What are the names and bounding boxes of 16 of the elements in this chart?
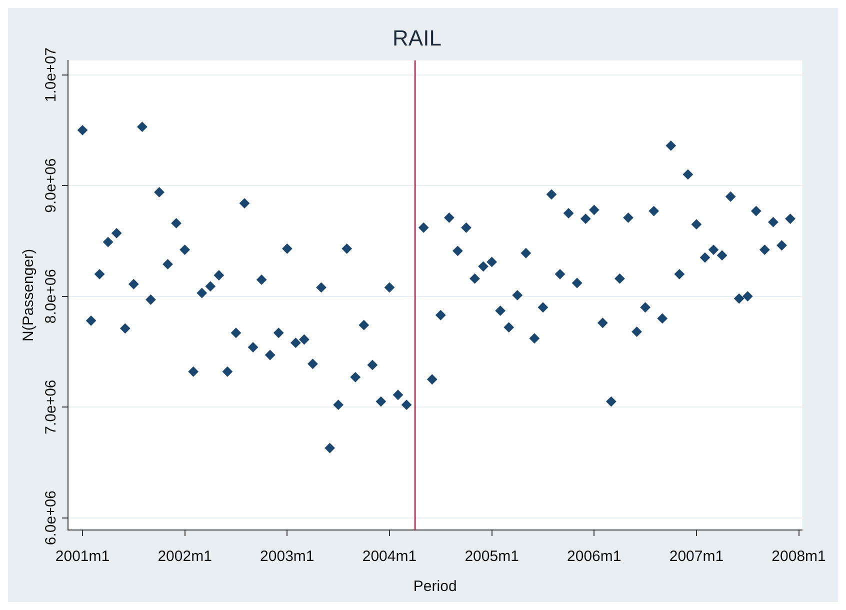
y-tick-label: 7.0e+06 (42, 380, 60, 434)
y-axis-title: N(Passenger) (20, 248, 38, 342)
x-tick-label: 2001m1 (55, 548, 110, 566)
x-tick-label: 2004m1 (362, 548, 417, 566)
x-tick-label: 2008m1 (772, 548, 826, 566)
y-tick-label: 8.0e+06 (42, 268, 60, 324)
chart-title: RAIL (392, 25, 442, 50)
x-tick-label: 2005m1 (464, 548, 519, 566)
y-tick-label: 9.0e+06 (42, 158, 60, 213)
x-tick-label: 2002m1 (158, 548, 212, 566)
x-tick-label: 2007m1 (669, 548, 724, 566)
x-axis-title: Period (413, 578, 457, 596)
x-tick-label: 2006m1 (567, 548, 622, 566)
x-tick-label: 2003m1 (260, 548, 314, 566)
y-tick-label: 1.0e+07 (42, 47, 60, 102)
y-tick-label: 6.0e+06 (42, 490, 60, 546)
